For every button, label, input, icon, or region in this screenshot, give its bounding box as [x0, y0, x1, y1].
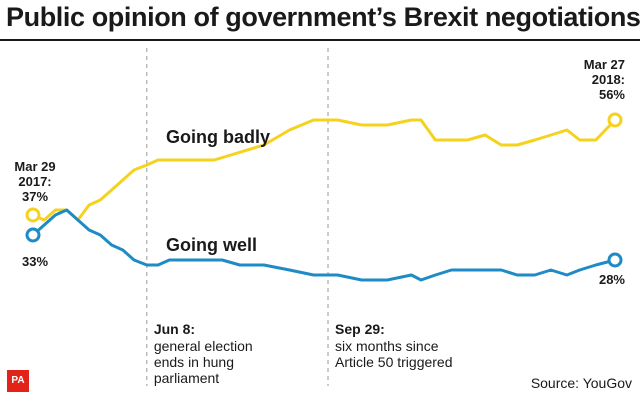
pa-logo: PA	[7, 370, 29, 392]
annotation-date-2: Sep 29:	[335, 321, 385, 337]
annotation-text-2-1: six months since	[335, 338, 439, 354]
point-label-3-line-1: Mar 27	[584, 57, 625, 72]
endpoint-marker-going-well-end	[607, 252, 623, 268]
series-line-going-well	[31, 208, 617, 282]
series-label-going-badly: Going badly	[166, 127, 270, 147]
annotation-text-1-2: ends in hung	[154, 354, 234, 370]
endpoint-marker-going-badly-start	[25, 207, 41, 223]
point-label-2-line-1: 33%	[22, 254, 48, 269]
series-label-going-well: Going well	[166, 235, 257, 255]
chart-title: Public opinion of government’s Brexit ne…	[6, 2, 640, 32]
point-label-3-line-2: 2018:	[592, 72, 625, 87]
point-label-4-line-1: 28%	[599, 272, 625, 287]
title-divider	[0, 39, 640, 41]
annotation-text-1-1: general election	[154, 338, 253, 354]
annotation-date-1: Jun 8:	[154, 321, 195, 337]
point-label-3-line-3: 56%	[599, 87, 625, 102]
annotation-text-1-3: parliament	[154, 370, 219, 386]
endpoint-marker-going-well-start	[25, 227, 41, 243]
series-line-going-badly	[31, 118, 617, 222]
point-label-1-line-2: 2017:	[18, 174, 51, 189]
annotation-text-2-2: Article 50 triggered	[335, 354, 453, 370]
point-label-1-line-1: Mar 29	[14, 159, 55, 174]
endpoint-marker-going-badly-end	[607, 112, 623, 128]
source-note: Source: YouGov	[530, 375, 632, 391]
point-label-1-line-3: 37%	[22, 189, 48, 204]
